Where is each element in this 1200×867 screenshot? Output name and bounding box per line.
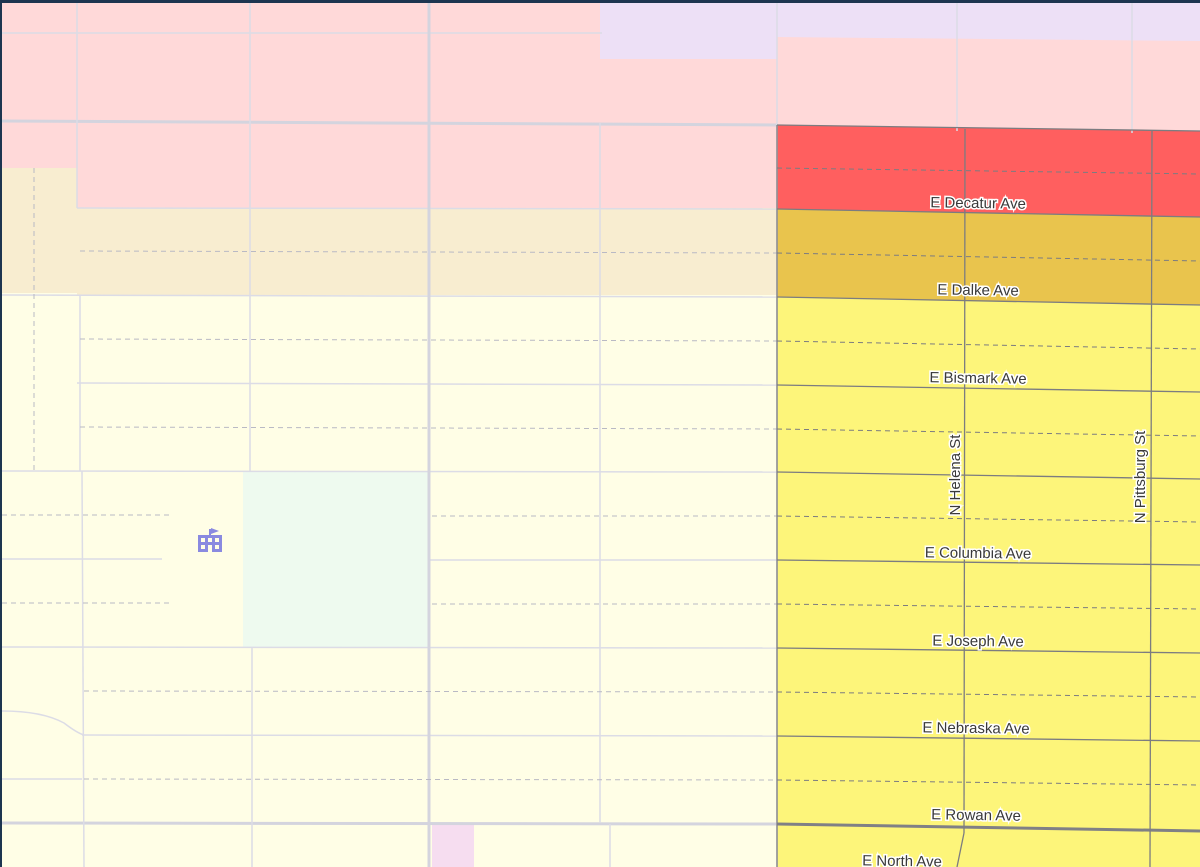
zone-residential-yellow <box>777 297 1200 867</box>
label-e-columbia-ave[interactable]: E Columbia Ave <box>923 543 1033 564</box>
zone-pink-small <box>432 825 474 867</box>
label-e-decatur-ave[interactable]: E Decatur Ave <box>929 193 1028 214</box>
map-view[interactable]: E Decatur Ave E Dalke Ave E Bismark Ave … <box>2 3 1200 867</box>
street-labels: E Decatur Ave E Dalke Ave E Bismark Ave … <box>861 193 1151 867</box>
label-e-north-ave[interactable]: E North Ave <box>861 851 944 867</box>
zone-tan-left-strip <box>2 168 77 293</box>
label-e-nebraska-ave[interactable]: E Nebraska Ave <box>921 718 1031 739</box>
school-icon[interactable] <box>198 528 222 552</box>
label-e-joseph-ave[interactable]: E Joseph Ave <box>931 631 1026 652</box>
label-e-dalke-ave[interactable]: E Dalke Ave <box>936 280 1021 301</box>
zone-park <box>243 472 428 647</box>
zone-tan-band <box>77 208 777 295</box>
label-e-rowan-ave[interactable]: E Rowan Ave <box>930 805 1023 826</box>
alley-grid-right <box>776 167 1200 786</box>
alley-grid-left <box>2 168 778 781</box>
street-grid-left <box>2 3 1133 867</box>
zone-commercial-light-right <box>777 37 1200 133</box>
street-grid-right <box>776 124 1200 867</box>
label-n-pittsburg-st[interactable]: N Pittsburg St <box>1131 428 1151 524</box>
map-canvas[interactable]: E Decatur Ave E Dalke Ave E Bismark Ave … <box>2 3 1200 867</box>
label-n-helena-st[interactable]: N Helena St <box>946 432 966 517</box>
label-e-bismark-ave[interactable]: E Bismark Ave <box>928 368 1029 390</box>
